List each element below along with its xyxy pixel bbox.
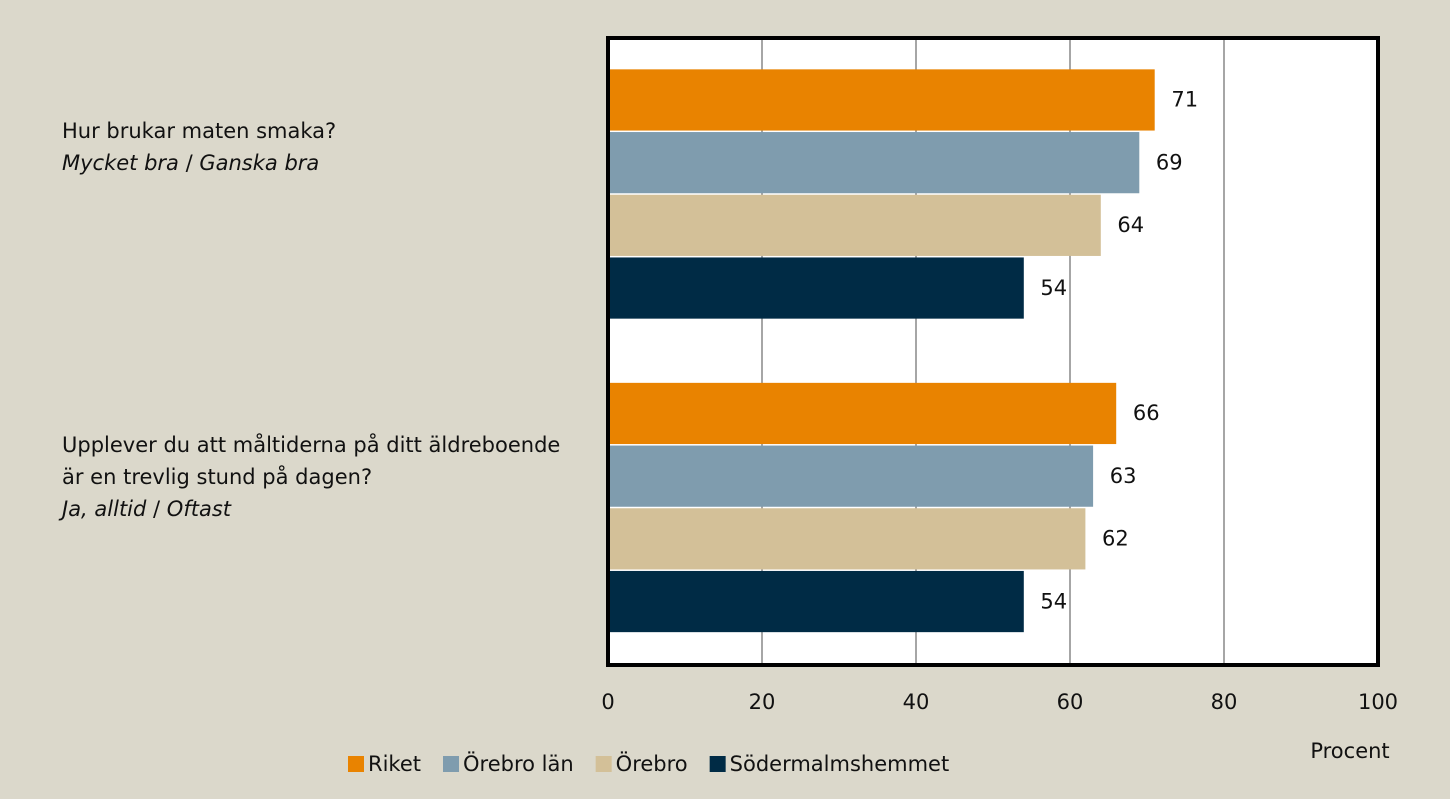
category-question: Upplever du att måltiderna på ditt äldre… [62, 432, 561, 489]
answer-text: Mycket bra [62, 151, 179, 175]
category-question: Hur brukar maten smaka? [62, 119, 337, 143]
x-tick-label: 60 [1057, 690, 1084, 714]
category-label: Hur brukar maten smaka? Mycket bra / Gans… [62, 115, 562, 179]
bar [608, 69, 1155, 131]
bar [608, 445, 1094, 507]
value-label: 54 [1040, 276, 1067, 300]
legend-label: Södermalmshemmet [730, 752, 950, 776]
value-label: 66 [1133, 401, 1160, 425]
value-label: 71 [1171, 88, 1198, 112]
x-axis-label: Procent [1310, 739, 1389, 763]
x-tick-label: 100 [1358, 690, 1398, 714]
plot-border [606, 36, 1380, 667]
category-answer: Ja, alltid / Oftast [62, 496, 231, 521]
x-tick-label: 40 [903, 690, 930, 714]
legend-swatch [348, 756, 364, 772]
legend-swatch [443, 756, 459, 772]
answer-text: Ganska bra [199, 151, 320, 175]
x-tick-label: 0 [601, 690, 614, 714]
answer-text: Ja, alltid [62, 496, 147, 521]
category-answer: Mycket bra / Ganska bra [62, 151, 320, 175]
value-label: 64 [1117, 213, 1144, 237]
value-label: 54 [1040, 589, 1067, 613]
bar [608, 508, 1086, 570]
value-label: 69 [1156, 150, 1183, 174]
bar [608, 257, 1024, 319]
value-label: 62 [1102, 527, 1129, 551]
bar [608, 132, 1140, 194]
answer-text: Oftast [166, 496, 231, 521]
x-tick-label: 80 [1211, 690, 1238, 714]
legend-label: Örebro [616, 751, 688, 776]
bar [608, 382, 1117, 445]
legend-label: Örebro län [463, 751, 574, 776]
legend-swatch [709, 756, 726, 772]
bar [608, 570, 1024, 633]
value-label: 63 [1110, 464, 1137, 488]
category-label: Upplever du att måltiderna på ditt äldre… [62, 429, 562, 525]
x-tick-label: 20 [749, 690, 776, 714]
legend-swatch [595, 756, 612, 772]
bar [608, 194, 1101, 256]
legend-label: Riket [368, 752, 421, 776]
